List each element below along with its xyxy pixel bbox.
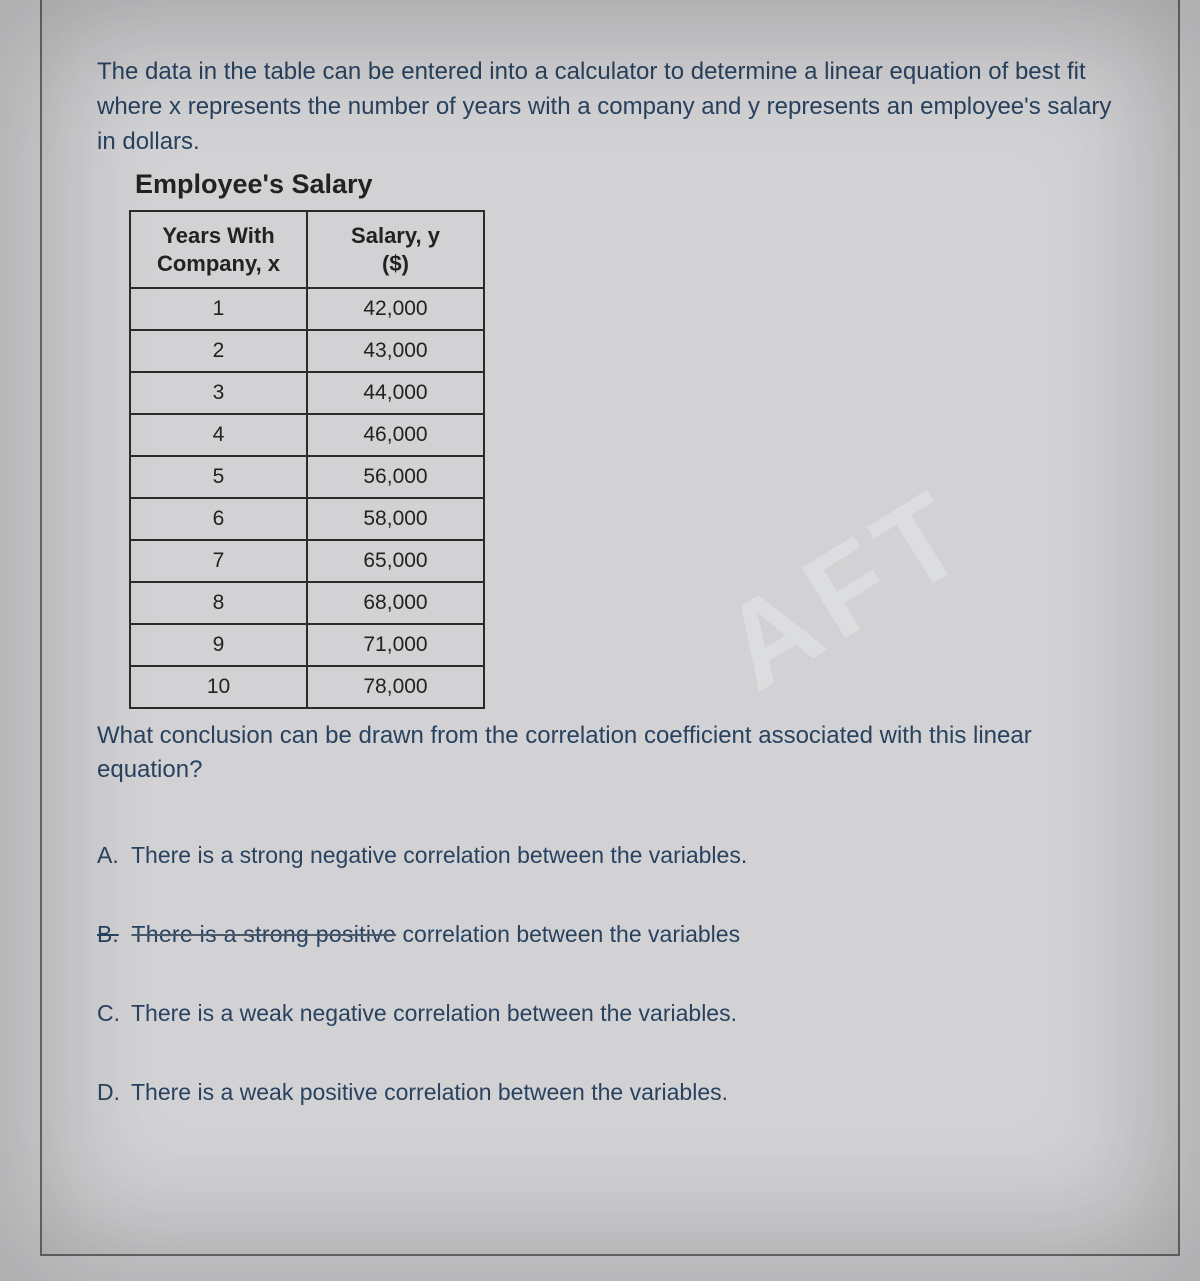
table-row: 658,000 [130,498,484,540]
table-row: 765,000 [130,540,484,582]
option-text: There is a strong negative correlation b… [131,842,747,868]
option-text-struck: There is a strong positive [131,921,396,947]
table-row: 868,000 [130,582,484,624]
option-text-rest: correlation between the variables [396,921,740,947]
table-title: Employee's Salary [135,169,1133,200]
option-d[interactable]: D. There is a weak positive correlation … [97,1079,1133,1106]
option-label: A. [97,842,125,869]
table-header-x: Years With Company, x [130,211,307,288]
option-b[interactable]: B. There is a strong positive correlatio… [97,921,1133,948]
question-card: AFT The data in the table can be entered… [40,0,1180,1256]
option-a[interactable]: A. There is a strong negative correlatio… [97,842,1133,869]
draft-watermark: AFT [698,461,994,718]
answer-options: A. There is a strong negative correlatio… [97,842,1133,1106]
salary-table: Years With Company, x Salary, y ($) 142,… [129,210,485,709]
option-label: C. [97,1000,125,1027]
table-body: 142,000 243,000 344,000 446,000 556,000 … [130,288,484,708]
option-text: There is a weak negative correlation bet… [131,1000,737,1026]
table-row: 243,000 [130,330,484,372]
table-row: 142,000 [130,288,484,330]
option-label: B. [97,921,125,948]
question-intro: The data in the table can be entered int… [97,55,1133,159]
table-row: 556,000 [130,456,484,498]
table-row: 1078,000 [130,666,484,708]
table-header-y: Salary, y ($) [307,211,484,288]
option-text: There is a weak positive correlation bet… [131,1079,728,1105]
table-row: 344,000 [130,372,484,414]
table-row: 971,000 [130,624,484,666]
option-c[interactable]: C. There is a weak negative correlation … [97,1000,1133,1027]
table-row: 446,000 [130,414,484,456]
question-followup: What conclusion can be drawn from the co… [97,719,1097,786]
option-label: D. [97,1079,125,1106]
page: AFT The data in the table can be entered… [0,0,1200,1281]
